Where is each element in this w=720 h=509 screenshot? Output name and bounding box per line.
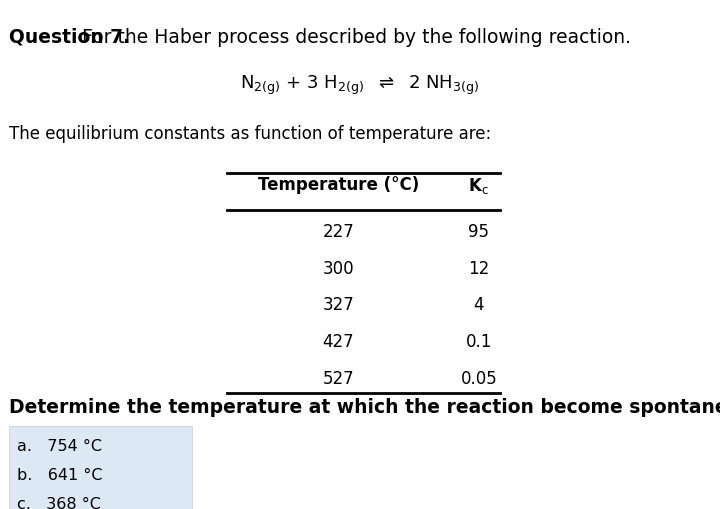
- Text: a.   754 °C: a. 754 °C: [17, 439, 102, 454]
- Text: 327: 327: [323, 296, 354, 314]
- Text: 0.1: 0.1: [466, 333, 492, 351]
- Text: 300: 300: [323, 260, 354, 277]
- Text: 527: 527: [323, 370, 354, 387]
- Text: 95: 95: [468, 223, 490, 241]
- Text: The equilibrium constants as function of temperature are:: The equilibrium constants as function of…: [9, 125, 491, 143]
- Text: 227: 227: [323, 223, 354, 241]
- Text: For the Haber process described by the following reaction.: For the Haber process described by the f…: [76, 28, 631, 47]
- Text: 0.05: 0.05: [460, 370, 498, 387]
- Text: c.   368 °C: c. 368 °C: [17, 497, 101, 509]
- Text: b.   641 °C: b. 641 °C: [17, 468, 103, 483]
- Text: Question 7.: Question 7.: [9, 28, 130, 47]
- Text: Temperature (°C): Temperature (°C): [258, 176, 419, 193]
- Text: K$_\mathrm{c}$: K$_\mathrm{c}$: [469, 176, 489, 195]
- Text: 427: 427: [323, 333, 354, 351]
- Text: 12: 12: [468, 260, 490, 277]
- Text: N$_{2(\mathrm{g})}$ + 3 H$_{2(\mathrm{g})}$  $\rightleftharpoons$  2 NH$_{3(\mat: N$_{2(\mathrm{g})}$ + 3 H$_{2(\mathrm{g}…: [240, 74, 480, 97]
- Text: Determine the temperature at which the reaction become spontaneous: Determine the temperature at which the r…: [9, 398, 720, 417]
- FancyBboxPatch shape: [9, 426, 192, 509]
- Text: 4: 4: [474, 296, 484, 314]
